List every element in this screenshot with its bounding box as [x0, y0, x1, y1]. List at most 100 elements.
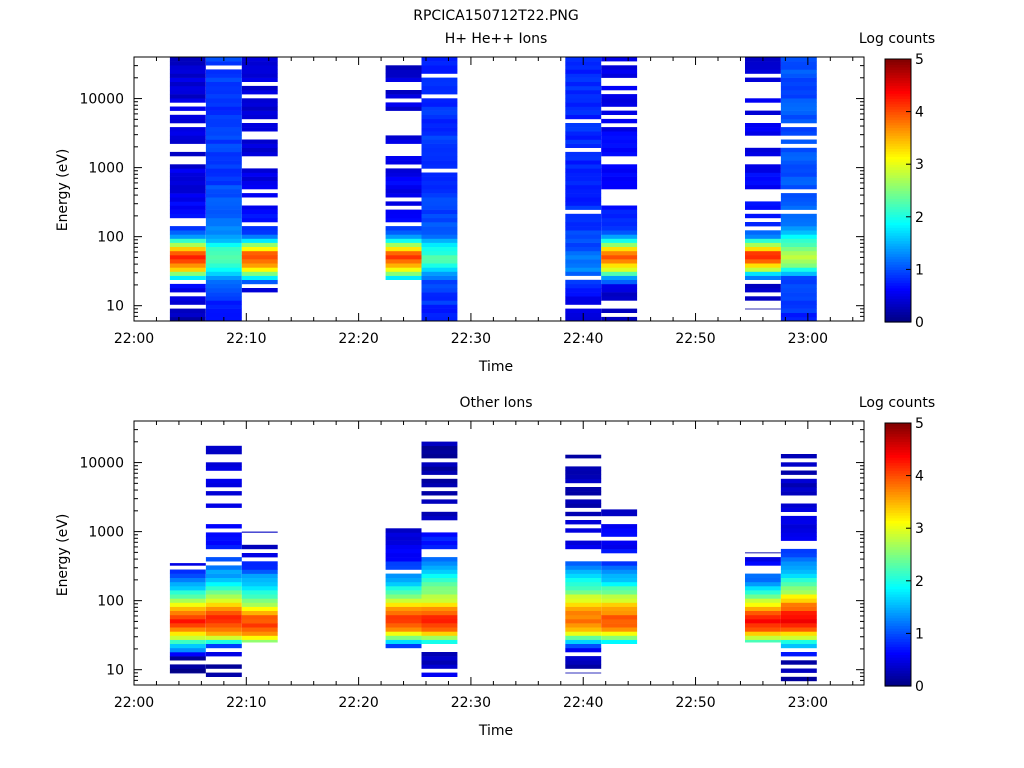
heatmap-cell: [421, 151, 458, 157]
heatmap-cell: [421, 201, 458, 206]
heatmap-cell: [565, 627, 602, 632]
heatmap-cell: [601, 164, 638, 169]
heatmap-cell: [565, 143, 602, 148]
colorbar-swatch: [885, 179, 911, 184]
heatmap-cell: [565, 184, 602, 190]
colorbar-swatch: [885, 227, 911, 231]
heatmap-cell: [601, 544, 638, 550]
colorbar-swatch: [885, 517, 911, 521]
heatmap-cell: [565, 520, 602, 525]
heatmap-cell: [241, 271, 278, 276]
heatmap-cell: [421, 296, 458, 301]
heatmap-cell: [601, 259, 638, 264]
heatmap-cell: [745, 69, 781, 74]
heatmap-cell: [385, 176, 422, 181]
heatmap-cell: [780, 94, 817, 99]
heatmap-cell: [421, 577, 458, 583]
heatmap-cell: [780, 156, 817, 161]
heatmap-cell: [780, 528, 817, 533]
colorbar-swatch: [885, 433, 911, 437]
heatmap-cell: [205, 602, 242, 607]
panel-title: H+ He++ Ions: [445, 31, 548, 47]
heatmap-cell: [780, 275, 817, 280]
heatmap-cell: [205, 300, 242, 305]
heatmap-cell: [565, 643, 602, 649]
heatmap-cell: [241, 90, 278, 95]
heatmap-cell: [780, 503, 817, 508]
colorbar-swatch: [885, 187, 911, 192]
energy-time-column: [169, 57, 206, 322]
heatmap-cell: [205, 127, 242, 132]
heatmap-cell: [601, 135, 638, 140]
heatmap-cell: [169, 176, 206, 181]
heatmap-cell: [385, 643, 422, 649]
heatmap-cell: [780, 106, 817, 111]
heatmap-cell: [421, 569, 458, 574]
heatmap-cell: [241, 602, 278, 607]
heatmap-cell: [421, 283, 458, 289]
x-axis-label: Time: [478, 359, 513, 375]
heatmap-cell: [421, 139, 458, 144]
heatmap-cell: [421, 85, 458, 91]
y-tick-label: 100: [97, 230, 124, 246]
heatmap-cell: [745, 131, 781, 136]
heatmap-cell: [565, 300, 602, 305]
heatmap-cell: [780, 668, 817, 673]
heatmap-cell: [780, 652, 817, 657]
heatmap-cell: [421, 156, 458, 161]
heatmap-cell: [745, 283, 781, 289]
heatmap-cell: [780, 590, 817, 595]
colorbar-frame: [884, 422, 912, 687]
heatmap-cell: [169, 639, 206, 644]
colorbar-swatch: [885, 161, 911, 165]
colorbar-swatch: [885, 636, 911, 640]
heatmap-cell: [421, 61, 458, 66]
colorbar-swatch: [885, 586, 911, 590]
colorbar-swatch: [885, 269, 911, 273]
heatmap-cell: [601, 184, 638, 190]
heatmap-cell: [241, 581, 278, 587]
heatmap-cell: [421, 602, 458, 607]
heatmap-cell: [169, 288, 206, 293]
heatmap-cell: [205, 226, 242, 231]
heatmap-cell: [780, 577, 817, 583]
heatmap-cell: [745, 123, 781, 128]
colorbar-swatch: [885, 604, 911, 608]
heatmap-cell: [780, 594, 817, 599]
heatmap-cell: [745, 205, 781, 210]
colorbar-swatch: [885, 659, 911, 663]
heatmap-cell: [780, 478, 817, 484]
colorbar-swatch: [885, 646, 911, 650]
heatmap-cell: [565, 69, 602, 74]
heatmap-cell: [780, 147, 817, 153]
heatmap-cell: [745, 581, 781, 587]
colorbar-swatch: [885, 61, 911, 65]
heatmap-cell: [421, 164, 458, 169]
heatmap-cell: [780, 520, 817, 525]
heatmap-cell: [169, 586, 206, 591]
heatmap-cell: [421, 499, 458, 504]
heatmap-cell: [169, 573, 206, 578]
heatmap-cell: [601, 209, 638, 214]
heatmap-cell: [565, 590, 602, 595]
x-tick-label: 22:20: [338, 695, 378, 711]
colorbar-swatch: [885, 287, 911, 292]
colorbar-swatch: [885, 272, 911, 276]
colorbar-swatch: [885, 106, 911, 110]
heatmap-cell: [745, 619, 781, 624]
colorbar-swatch: [885, 195, 911, 199]
energy-time-column: [780, 454, 817, 682]
colorbar-swatch: [885, 219, 911, 223]
heatmap-cell: [421, 627, 458, 632]
heatmap-cell: [385, 635, 422, 640]
heatmap-cell: [565, 151, 602, 157]
heatmap-cell: [385, 259, 422, 264]
heatmap-cell: [421, 222, 458, 227]
heatmap-cell: [241, 168, 278, 173]
heatmap-cell: [169, 259, 206, 264]
heatmap-cell: [241, 57, 278, 62]
heatmap-cell: [205, 151, 242, 157]
heatmap-cell: [421, 255, 458, 260]
heatmap-cell: [241, 255, 278, 260]
heatmap-cell: [205, 201, 242, 206]
